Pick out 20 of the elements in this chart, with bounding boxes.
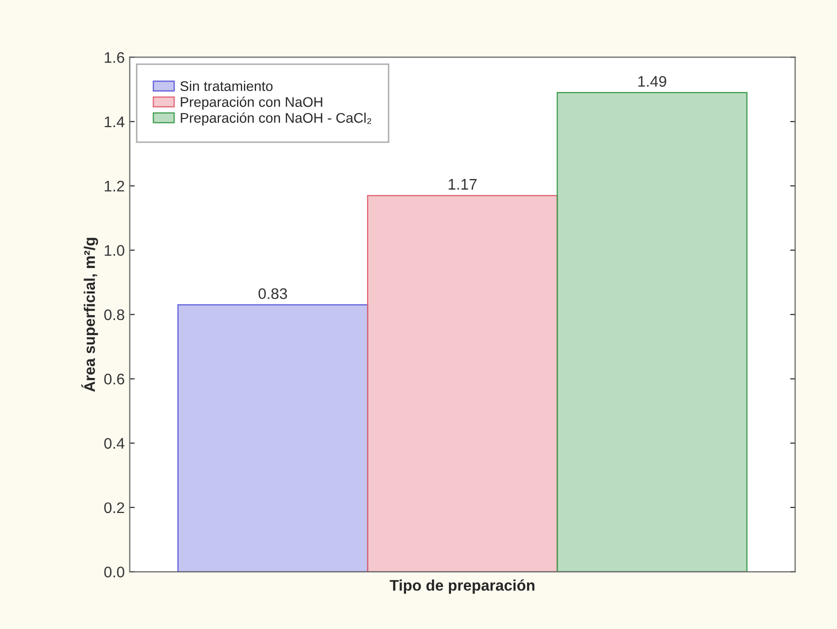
bar <box>367 194 558 572</box>
y-tick-label: 1.0 <box>104 245 124 256</box>
bar <box>177 304 368 572</box>
y-tick-label: 1.2 <box>104 180 124 192</box>
y-tick-label: 0.4 <box>104 438 124 449</box>
y-axis-title: Área superficial, m²/g <box>81 238 98 392</box>
x-axis-title: Tipo de preparación <box>390 579 534 594</box>
data-label: 1.17 <box>448 179 477 190</box>
y-tick-label: 1.6 <box>104 52 124 63</box>
data-label: 0.83 <box>258 288 287 300</box>
legend-label: Preparación con NaOH - CaCl₂ <box>180 112 372 126</box>
y-tick-label: 0.6 <box>104 374 124 384</box>
legend-label: Sin tratamiento <box>180 80 273 92</box>
legend-label: Preparación con NaOH <box>180 96 322 110</box>
data-label: 1.49 <box>638 76 666 87</box>
y-tick-label: 0.8 <box>104 309 124 320</box>
y-tick-label: 1.4 <box>104 116 124 128</box>
bar <box>556 92 748 572</box>
y-tick-label: 0.0 <box>104 566 124 578</box>
y-tick-label: 0.2 <box>104 502 124 514</box>
